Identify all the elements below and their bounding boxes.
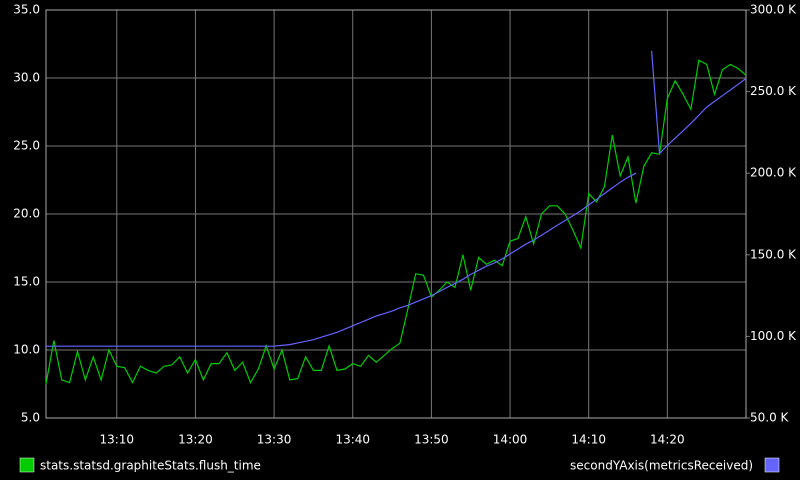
x-tick-label: 14:00 [493,433,528,447]
y-tick-label: 25.0 [13,139,40,153]
legend-swatch [19,457,35,473]
legend-label: secondYAxis(metricsReceived) [570,459,753,473]
x-tick-label: 13:40 [335,433,370,447]
series-line [46,172,637,347]
x-tick-label: 13:50 [414,433,449,447]
series-line [45,59,747,385]
y2-tick-label: 50.0 K [750,411,790,425]
legend-swatch [764,457,780,473]
series-line [651,50,747,155]
plot-frame [45,9,747,419]
y2-tick-label: 100.0 K [750,329,797,343]
legend-label: stats.statsd.graphiteStats.flush_time [40,459,261,473]
y-tick-label: 30.0 [13,71,40,85]
y-tick-label: 20.0 [13,207,40,221]
y-tick-label: 5.0 [21,411,40,425]
y-tick-label: 10.0 [13,343,40,357]
x-tick-label: 13:30 [257,433,292,447]
x-tick-label: 13:20 [178,433,213,447]
x-tick-label: 14:20 [650,433,685,447]
y2-tick-label: 200.0 K [750,166,797,180]
y2-tick-label: 150.0 K [750,247,797,261]
x-tick-label: 14:10 [571,433,606,447]
y-tick-label: 15.0 [13,275,40,289]
y2-tick-label: 250.0 K [750,84,797,98]
y2-tick-label: 300.0 K [750,3,797,17]
x-tick-label: 13:10 [99,433,134,447]
y-tick-label: 35.0 [13,3,40,17]
